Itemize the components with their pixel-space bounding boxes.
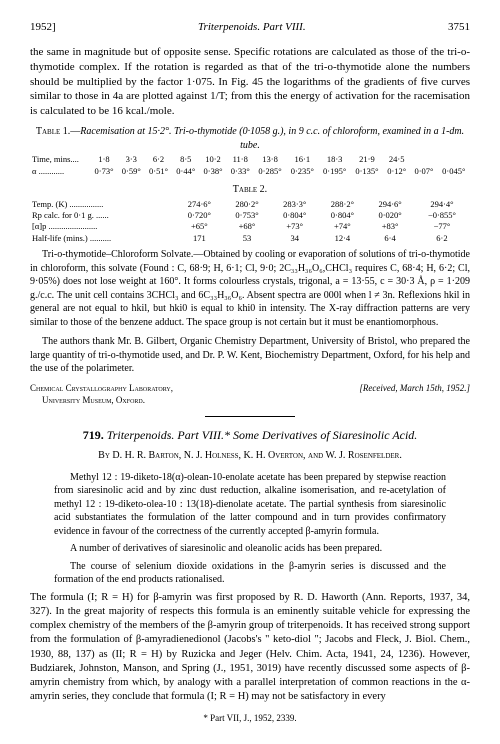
- table1: Time, mins.... 1·83·36·2 8·510·211·8 13·…: [30, 154, 470, 177]
- section-divider: [205, 416, 295, 417]
- abstract-p3: The course of selenium dioxide oxidation…: [54, 560, 446, 587]
- article-authors: By D. H. R. Barton, N. J. Holness, K. H.…: [30, 449, 470, 463]
- running-header: 1952] Triterpenoids. Part VIII. 3751: [30, 20, 470, 35]
- article-title: 719. Triterpenoids. Part VIII.* Some Der…: [30, 427, 470, 443]
- table2-caption: Table 2.: [30, 183, 470, 197]
- header-page: 3751: [448, 20, 470, 35]
- header-running-title: Triterpenoids. Part VIII.: [198, 20, 306, 35]
- table1-caption: Table 1.—Racemisation at 15·2°. Tri-o-th…: [30, 125, 470, 152]
- received-date: [Received, March 15th, 1952.]: [359, 382, 470, 406]
- acknowledgements: The authors thank Mr. B. Gilbert, Organi…: [30, 335, 470, 376]
- affiliation-row: Chemical Crystallography Laboratory, Uni…: [30, 382, 470, 406]
- body-text: The formula (I; R = H) for β-amyrin was …: [30, 592, 470, 702]
- abstract-p2: A number of derivatives of siaresinolic …: [54, 542, 446, 556]
- body-paragraph: The formula (I; R = H) for β-amyrin was …: [30, 591, 470, 704]
- solvate-paragraph: Tri-o-thymotide–Chloroform Solvate.—Obta…: [30, 248, 470, 329]
- affiliation-line1: Chemical Crystallography Laboratory,: [30, 382, 173, 394]
- abstract-p1: Methyl 12 : 19-diketo-18(α)-olean-10-eno…: [54, 471, 446, 539]
- affiliation-line2: University Museum, Oxford.: [30, 394, 173, 406]
- paragraph-continuation: the same in magnitude but of opposite se…: [30, 45, 470, 119]
- table2: Temp. (K) ................274·6°280·2°28…: [30, 199, 470, 245]
- footnote: * Part VII, J., 1952, 2339.: [30, 712, 470, 724]
- header-year: 1952]: [30, 20, 56, 35]
